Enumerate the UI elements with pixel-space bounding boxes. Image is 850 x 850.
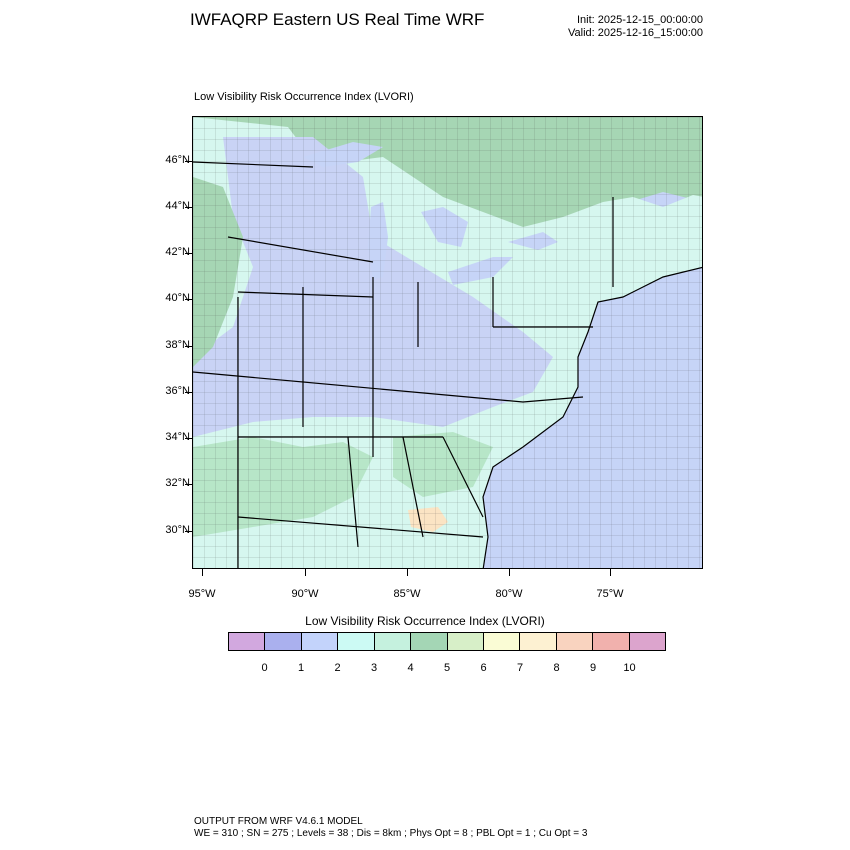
model-info-line1: OUTPUT FROM WRF V4.6.1 MODEL <box>194 816 363 827</box>
lon-tick <box>610 569 611 576</box>
lat-label-44: 44°N <box>165 200 190 212</box>
colorbar-label: 4 <box>407 662 414 674</box>
colorbar-label: 1 <box>297 662 305 674</box>
lat-label-38: 38°N <box>165 339 190 351</box>
colorbar-box <box>411 633 448 650</box>
colorbar-box <box>265 633 302 650</box>
lon-label-95: 95°W <box>188 588 216 600</box>
colorbar-label: 10 <box>623 662 636 674</box>
lat-label-46: 46°N <box>165 154 190 166</box>
lat-tick <box>185 253 192 254</box>
map-title: Low Visibility Risk Occurrence Index (LV… <box>194 91 414 103</box>
colorbar <box>228 632 666 651</box>
colorbar-box <box>483 633 521 650</box>
lon-tick <box>305 569 306 576</box>
colorbar-box <box>301 633 339 650</box>
colorbar-box <box>593 633 630 650</box>
colorbar-box <box>229 633 266 650</box>
map-svg <box>193 117 702 568</box>
lat-tick <box>185 484 192 485</box>
valid-time: Valid: 2025-12-16_15:00:00 <box>568 27 703 39</box>
colorbar-label: 2 <box>334 662 341 674</box>
init-time: Init: 2025-12-15_00:00:00 <box>577 14 703 26</box>
lon-tick <box>407 569 408 576</box>
lat-tick <box>185 346 192 347</box>
lon-tick <box>202 569 203 576</box>
page-title: IWFAQRP Eastern US Real Time WRF <box>190 10 485 29</box>
colorbar-label: 5 <box>443 662 451 674</box>
map-panel <box>192 116 703 569</box>
model-info-line2: WE = 310 ; SN = 275 ; Levels = 38 ; Dis … <box>194 828 588 839</box>
lat-tick <box>185 299 192 300</box>
lat-tick <box>185 207 192 208</box>
lon-label-75: 75°W <box>596 588 624 600</box>
colorbar-label: 3 <box>370 662 378 674</box>
lon-tick <box>509 569 510 576</box>
county-boundaries <box>193 117 702 568</box>
colorbar-title: Low Visibility Risk Occurrence Index (LV… <box>305 614 545 628</box>
colorbar-label: 8 <box>553 662 560 674</box>
lat-label-42: 42°N <box>165 246 190 258</box>
lon-label-85: 85°W <box>393 588 421 600</box>
colorbar-box <box>556 633 594 650</box>
lat-label-34: 34°N <box>165 431 190 443</box>
lat-label-40: 40°N <box>165 292 190 304</box>
colorbar-box <box>374 633 412 650</box>
lat-label-32: 32°N <box>165 477 190 489</box>
lat-tick <box>185 392 192 393</box>
coastline <box>482 266 702 568</box>
lon-label-90: 90°W <box>291 588 319 600</box>
state-boundaries <box>193 161 614 568</box>
colorbar-label: 7 <box>516 662 524 674</box>
lat-label-36: 36°N <box>165 385 190 397</box>
colorbar-label: 9 <box>589 662 597 674</box>
lat-tick <box>185 438 192 439</box>
lat-tick <box>185 531 192 532</box>
colorbar-label: 6 <box>480 662 487 674</box>
colorbar-box <box>338 633 375 650</box>
colorbar-box <box>520 633 557 650</box>
colorbar-box <box>629 633 666 650</box>
lat-tick <box>185 161 192 162</box>
colorbar-label: 0 <box>261 662 268 674</box>
lat-label-30: 30°N <box>165 524 190 536</box>
colorbar-box <box>447 633 484 650</box>
lon-label-80: 80°W <box>495 588 523 600</box>
